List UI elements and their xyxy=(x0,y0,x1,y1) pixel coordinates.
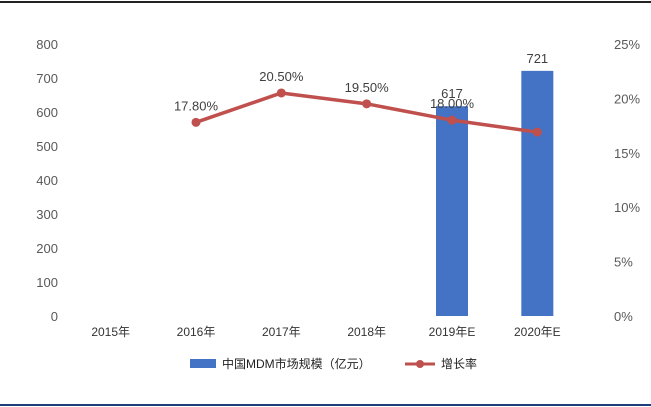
line-series xyxy=(191,88,542,137)
bar-series xyxy=(436,70,554,316)
right-tick-label: 15% xyxy=(614,146,640,161)
category-label: 2019年E xyxy=(429,325,476,339)
bar-data-label: 617 xyxy=(441,86,463,101)
right-tick-label: 10% xyxy=(614,200,640,215)
bar-data-label: 721 xyxy=(526,51,548,66)
left-tick-label: 300 xyxy=(36,207,58,222)
right-axis: 0% 5% 10% 15% 20% 25% xyxy=(614,37,640,324)
line-point xyxy=(447,115,457,125)
legend: 中国MDM市场规模（亿元） 增长率 xyxy=(190,356,477,371)
left-axis: 0 100 200 300 400 500 600 700 800 xyxy=(36,37,58,324)
category-label: 2020年E xyxy=(514,325,561,339)
legend-line-marker xyxy=(416,360,424,368)
line-point xyxy=(276,88,286,98)
bar xyxy=(521,70,554,316)
left-tick-label: 200 xyxy=(36,241,58,256)
line-point xyxy=(191,117,201,127)
right-tick-label: 20% xyxy=(614,91,640,106)
line-point xyxy=(362,99,372,109)
category-label: 2016年 xyxy=(177,325,216,339)
left-tick-label: 400 xyxy=(36,173,58,188)
data-labels: 617 721 17.80% 20.50% 19.50% 18.00% xyxy=(174,51,548,113)
right-tick-label: 25% xyxy=(614,37,640,52)
bottom-rule xyxy=(0,404,651,406)
left-tick-label: 600 xyxy=(36,105,58,120)
line-point xyxy=(532,127,542,137)
growth-rate-line xyxy=(195,91,538,134)
left-tick-label: 100 xyxy=(36,275,58,290)
bar xyxy=(436,106,468,316)
left-tick-label: 500 xyxy=(36,139,58,154)
category-axis: 2015年 2016年 2017年 2018年 2019年E 2020年E xyxy=(91,325,560,339)
right-tick-label: 0% xyxy=(614,309,633,324)
line-data-label: 17.80% xyxy=(174,98,219,113)
line-data-label: 20.50% xyxy=(259,69,304,84)
line-data-label: 19.50% xyxy=(345,80,390,95)
category-label: 2018年 xyxy=(347,325,386,339)
legend-bar-swatch xyxy=(190,359,216,368)
left-tick-label: 0 xyxy=(51,309,58,324)
legend-bar-label: 中国MDM市场规模（亿元） xyxy=(222,356,371,371)
legend-line-label: 增长率 xyxy=(441,356,477,371)
category-label: 2015年 xyxy=(91,325,130,339)
left-tick-label: 700 xyxy=(36,71,58,86)
line-data-label: 18.00% xyxy=(430,96,475,111)
category-label: 2017年 xyxy=(262,325,301,339)
left-tick-label: 800 xyxy=(36,37,58,52)
top-rule xyxy=(0,1,651,3)
right-tick-label: 5% xyxy=(614,255,633,270)
